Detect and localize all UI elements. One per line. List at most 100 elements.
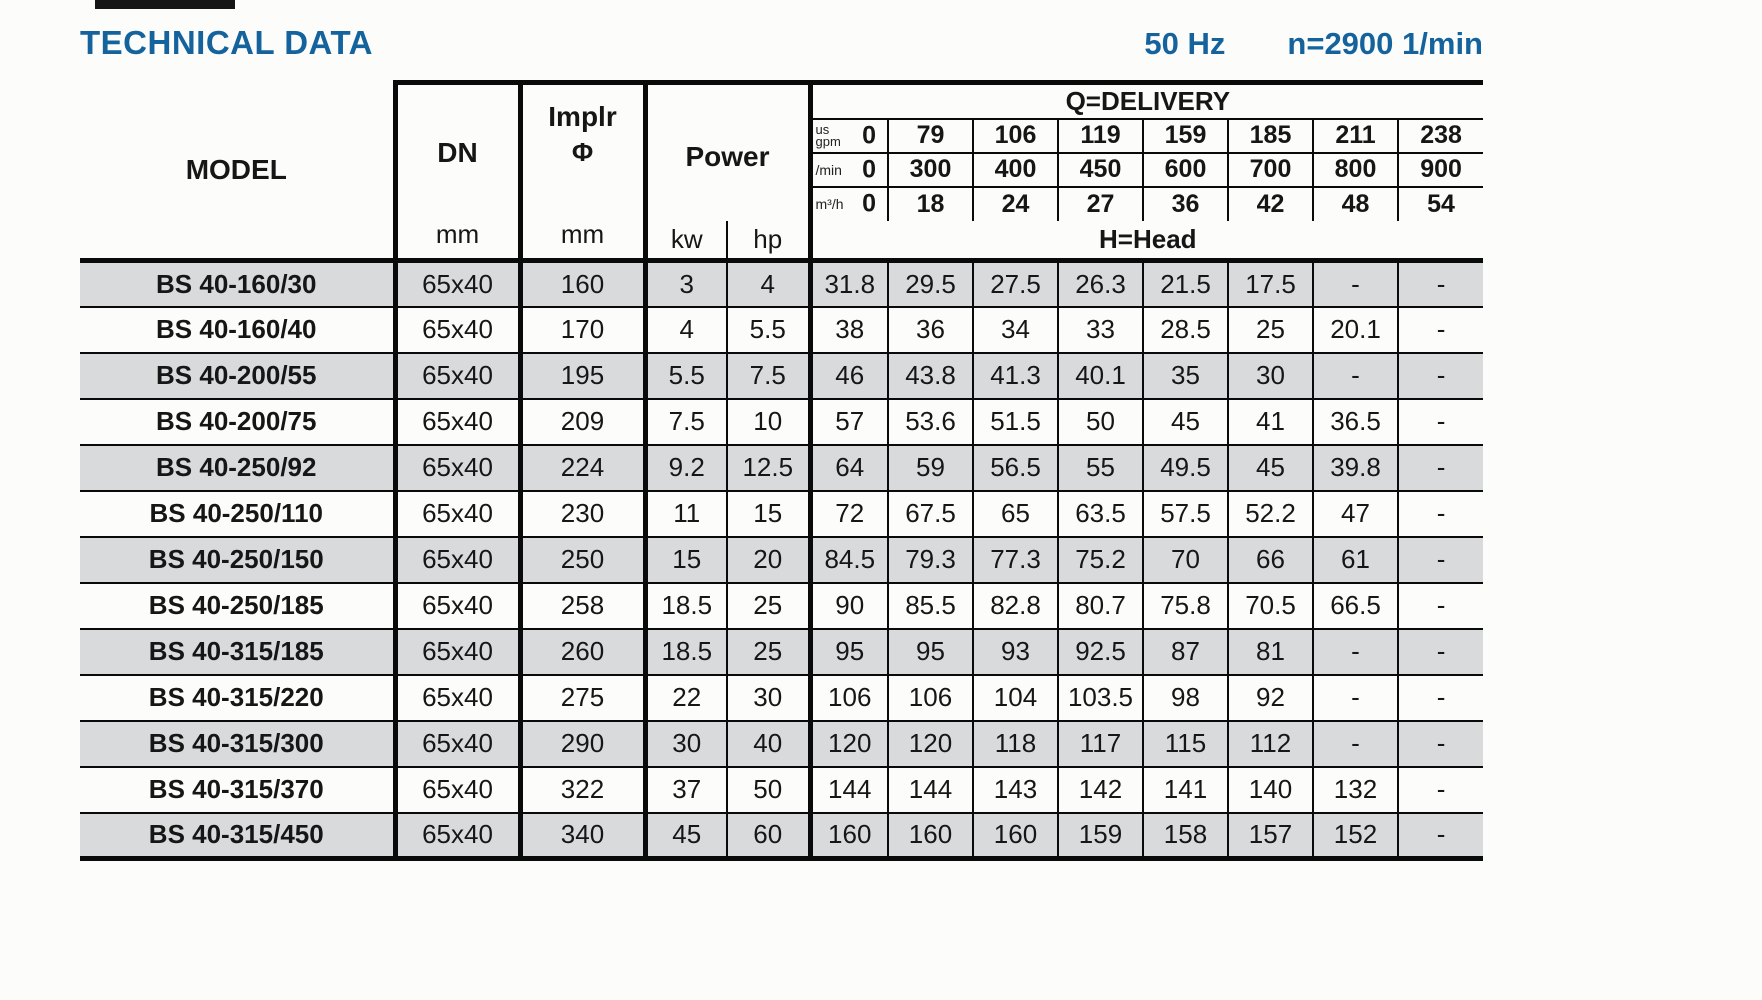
table-row: BS 40-315/220 65x40 275 22 30 106 106 10… bbox=[80, 674, 1484, 722]
dn-cell: 65x40 bbox=[392, 444, 520, 492]
head-value-cell: 75.2 bbox=[1057, 536, 1143, 584]
dn-cell: 65x40 bbox=[392, 720, 520, 768]
head-value-cell: 35 bbox=[1142, 352, 1228, 400]
hp-cell: 50 bbox=[726, 766, 810, 814]
hp-cell: 15 bbox=[726, 490, 810, 538]
hp-cell: 60 bbox=[726, 812, 810, 861]
head-value-cell: 33 bbox=[1057, 306, 1143, 354]
impeller-cell: 160 bbox=[517, 260, 645, 308]
flow-value: 450 bbox=[1057, 152, 1143, 188]
flow-value: 238 bbox=[1396, 118, 1484, 154]
head-value-cell: - bbox=[1312, 352, 1398, 400]
hp-cell: 40 bbox=[726, 720, 810, 768]
head-value-cell: 36.5 bbox=[1312, 398, 1398, 446]
flow-value: 119 bbox=[1057, 118, 1143, 154]
head-value-cell: 57 bbox=[807, 398, 888, 446]
flow-unit-cell: m³/h 0 bbox=[807, 186, 888, 221]
hp-cell: 7.5 bbox=[726, 352, 810, 400]
head-value-cell: 72 bbox=[807, 490, 888, 538]
head-value-cell: 55 bbox=[1057, 444, 1143, 492]
flow-value: 27 bbox=[1057, 186, 1143, 221]
head-value-cell: 80.7 bbox=[1057, 582, 1143, 630]
head-value-cell: 95 bbox=[887, 628, 973, 676]
dn-unit-label: mm bbox=[435, 219, 480, 249]
head-value-cell: - bbox=[1396, 674, 1484, 722]
head-value-cell: - bbox=[1312, 628, 1398, 676]
model-cell: BS 40-315/185 bbox=[80, 628, 395, 676]
head-value-cell: 144 bbox=[887, 766, 973, 814]
head-value-cell: 25 bbox=[1227, 306, 1313, 354]
impeller-cell: 195 bbox=[517, 352, 645, 400]
table-row: BS 40-200/55 65x40 195 5.5 7.5 46 43.8 4… bbox=[80, 352, 1484, 400]
dn-cell: 65x40 bbox=[392, 582, 520, 630]
kw-cell: 22 bbox=[642, 674, 727, 722]
delivery-header: Q=DELIVERY bbox=[807, 80, 1484, 120]
lmin-unit-label: /min bbox=[815, 161, 842, 178]
impeller-diameter-symbol: Φ bbox=[571, 137, 594, 167]
impeller-unit-label: mm bbox=[560, 219, 605, 249]
impeller-label: Implr bbox=[548, 101, 617, 132]
head-value-cell: 65 bbox=[972, 490, 1058, 538]
head-value-cell: 70.5 bbox=[1227, 582, 1313, 630]
model-cell: BS 40-250/150 bbox=[80, 536, 395, 584]
head-value-cell: 104 bbox=[972, 674, 1058, 722]
head-value-cell: 120 bbox=[887, 720, 973, 768]
head-value-cell: 66.5 bbox=[1312, 582, 1398, 630]
head-value-cell: - bbox=[1312, 720, 1398, 768]
kw-cell: 5.5 bbox=[642, 352, 727, 400]
flow-value: 24 bbox=[972, 186, 1058, 221]
head-value-cell: 93 bbox=[972, 628, 1058, 676]
flow-value: 900 bbox=[1396, 152, 1484, 188]
frequency-value: 50 Hz bbox=[1144, 26, 1226, 61]
head-value-cell: 64 bbox=[807, 444, 888, 492]
head-value-cell: 158 bbox=[1142, 812, 1228, 861]
head-value-cell: 70 bbox=[1142, 536, 1228, 584]
head-value-cell: 117 bbox=[1057, 720, 1143, 768]
flow-value: 54 bbox=[1396, 186, 1484, 221]
hp-cell: 30 bbox=[726, 674, 810, 722]
dn-cell: 65x40 bbox=[392, 490, 520, 538]
flow-value: 18 bbox=[887, 186, 973, 221]
impeller-cell: 250 bbox=[517, 536, 645, 584]
flow-value: 36 bbox=[1142, 186, 1228, 221]
power-label: Power bbox=[685, 141, 770, 172]
kw-cell: 15 bbox=[642, 536, 727, 584]
head-value-cell: 41 bbox=[1227, 398, 1313, 446]
dn-cell: 65x40 bbox=[392, 674, 520, 722]
head-value-cell: 143 bbox=[972, 766, 1058, 814]
head-value-cell: 118 bbox=[972, 720, 1058, 768]
flow-value: 42 bbox=[1227, 186, 1313, 221]
head-value-cell: 39.8 bbox=[1312, 444, 1398, 492]
head-value-cell: - bbox=[1396, 720, 1484, 768]
head-value-cell: 31.8 bbox=[807, 260, 888, 308]
kw-cell: 30 bbox=[642, 720, 727, 768]
head-value-cell: - bbox=[1396, 306, 1484, 354]
technical-data-table: MODEL DN mm Implr Φ mm Power Q=DELIVERY … bbox=[80, 80, 1484, 861]
column-header-power: Power bbox=[642, 80, 810, 221]
head-value-cell: 36 bbox=[887, 306, 973, 354]
table-body: BS 40-160/30 65x40 160 3 4 31.8 29.5 27.… bbox=[80, 260, 1484, 861]
model-cell: BS 40-315/450 bbox=[80, 812, 395, 861]
dn-cell: 65x40 bbox=[392, 812, 520, 861]
head-value-cell: 20.1 bbox=[1312, 306, 1398, 354]
head-value-cell: - bbox=[1396, 766, 1484, 814]
impeller-cell: 322 bbox=[517, 766, 645, 814]
table-row: BS 40-315/450 65x40 340 45 60 160 160 16… bbox=[80, 812, 1484, 861]
cropped-logo-fragment bbox=[95, 0, 235, 9]
model-cell: BS 40-250/110 bbox=[80, 490, 395, 538]
head-value-cell: 45 bbox=[1142, 398, 1228, 446]
head-value-cell: - bbox=[1396, 490, 1484, 538]
head-value-cell: 95 bbox=[807, 628, 888, 676]
hp-cell: 25 bbox=[726, 628, 810, 676]
impeller-cell: 290 bbox=[517, 720, 645, 768]
impeller-cell: 209 bbox=[517, 398, 645, 446]
table-row: BS 40-160/30 65x40 160 3 4 31.8 29.5 27.… bbox=[80, 260, 1484, 308]
hp-cell: 12.5 bbox=[726, 444, 810, 492]
m3h-unit-label: m³/h bbox=[815, 196, 844, 212]
kw-cell: 3 bbox=[642, 260, 727, 308]
head-value-cell: 141 bbox=[1142, 766, 1228, 814]
head-value-cell: - bbox=[1396, 260, 1484, 308]
flow-unit-cell: us gpm 0 bbox=[807, 118, 888, 154]
hp-cell: 5.5 bbox=[726, 306, 810, 354]
